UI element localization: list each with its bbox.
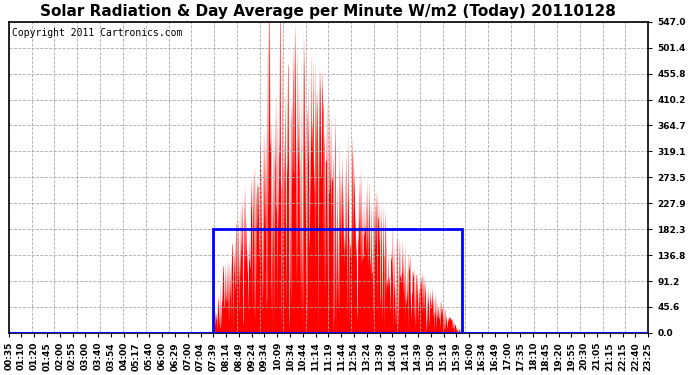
Title: Solar Radiation & Day Average per Minute W/m2 (Today) 20110128: Solar Radiation & Day Average per Minute… xyxy=(41,4,616,19)
Bar xyxy=(213,229,462,333)
Text: Copyright 2011 Cartronics.com: Copyright 2011 Cartronics.com xyxy=(12,28,182,38)
